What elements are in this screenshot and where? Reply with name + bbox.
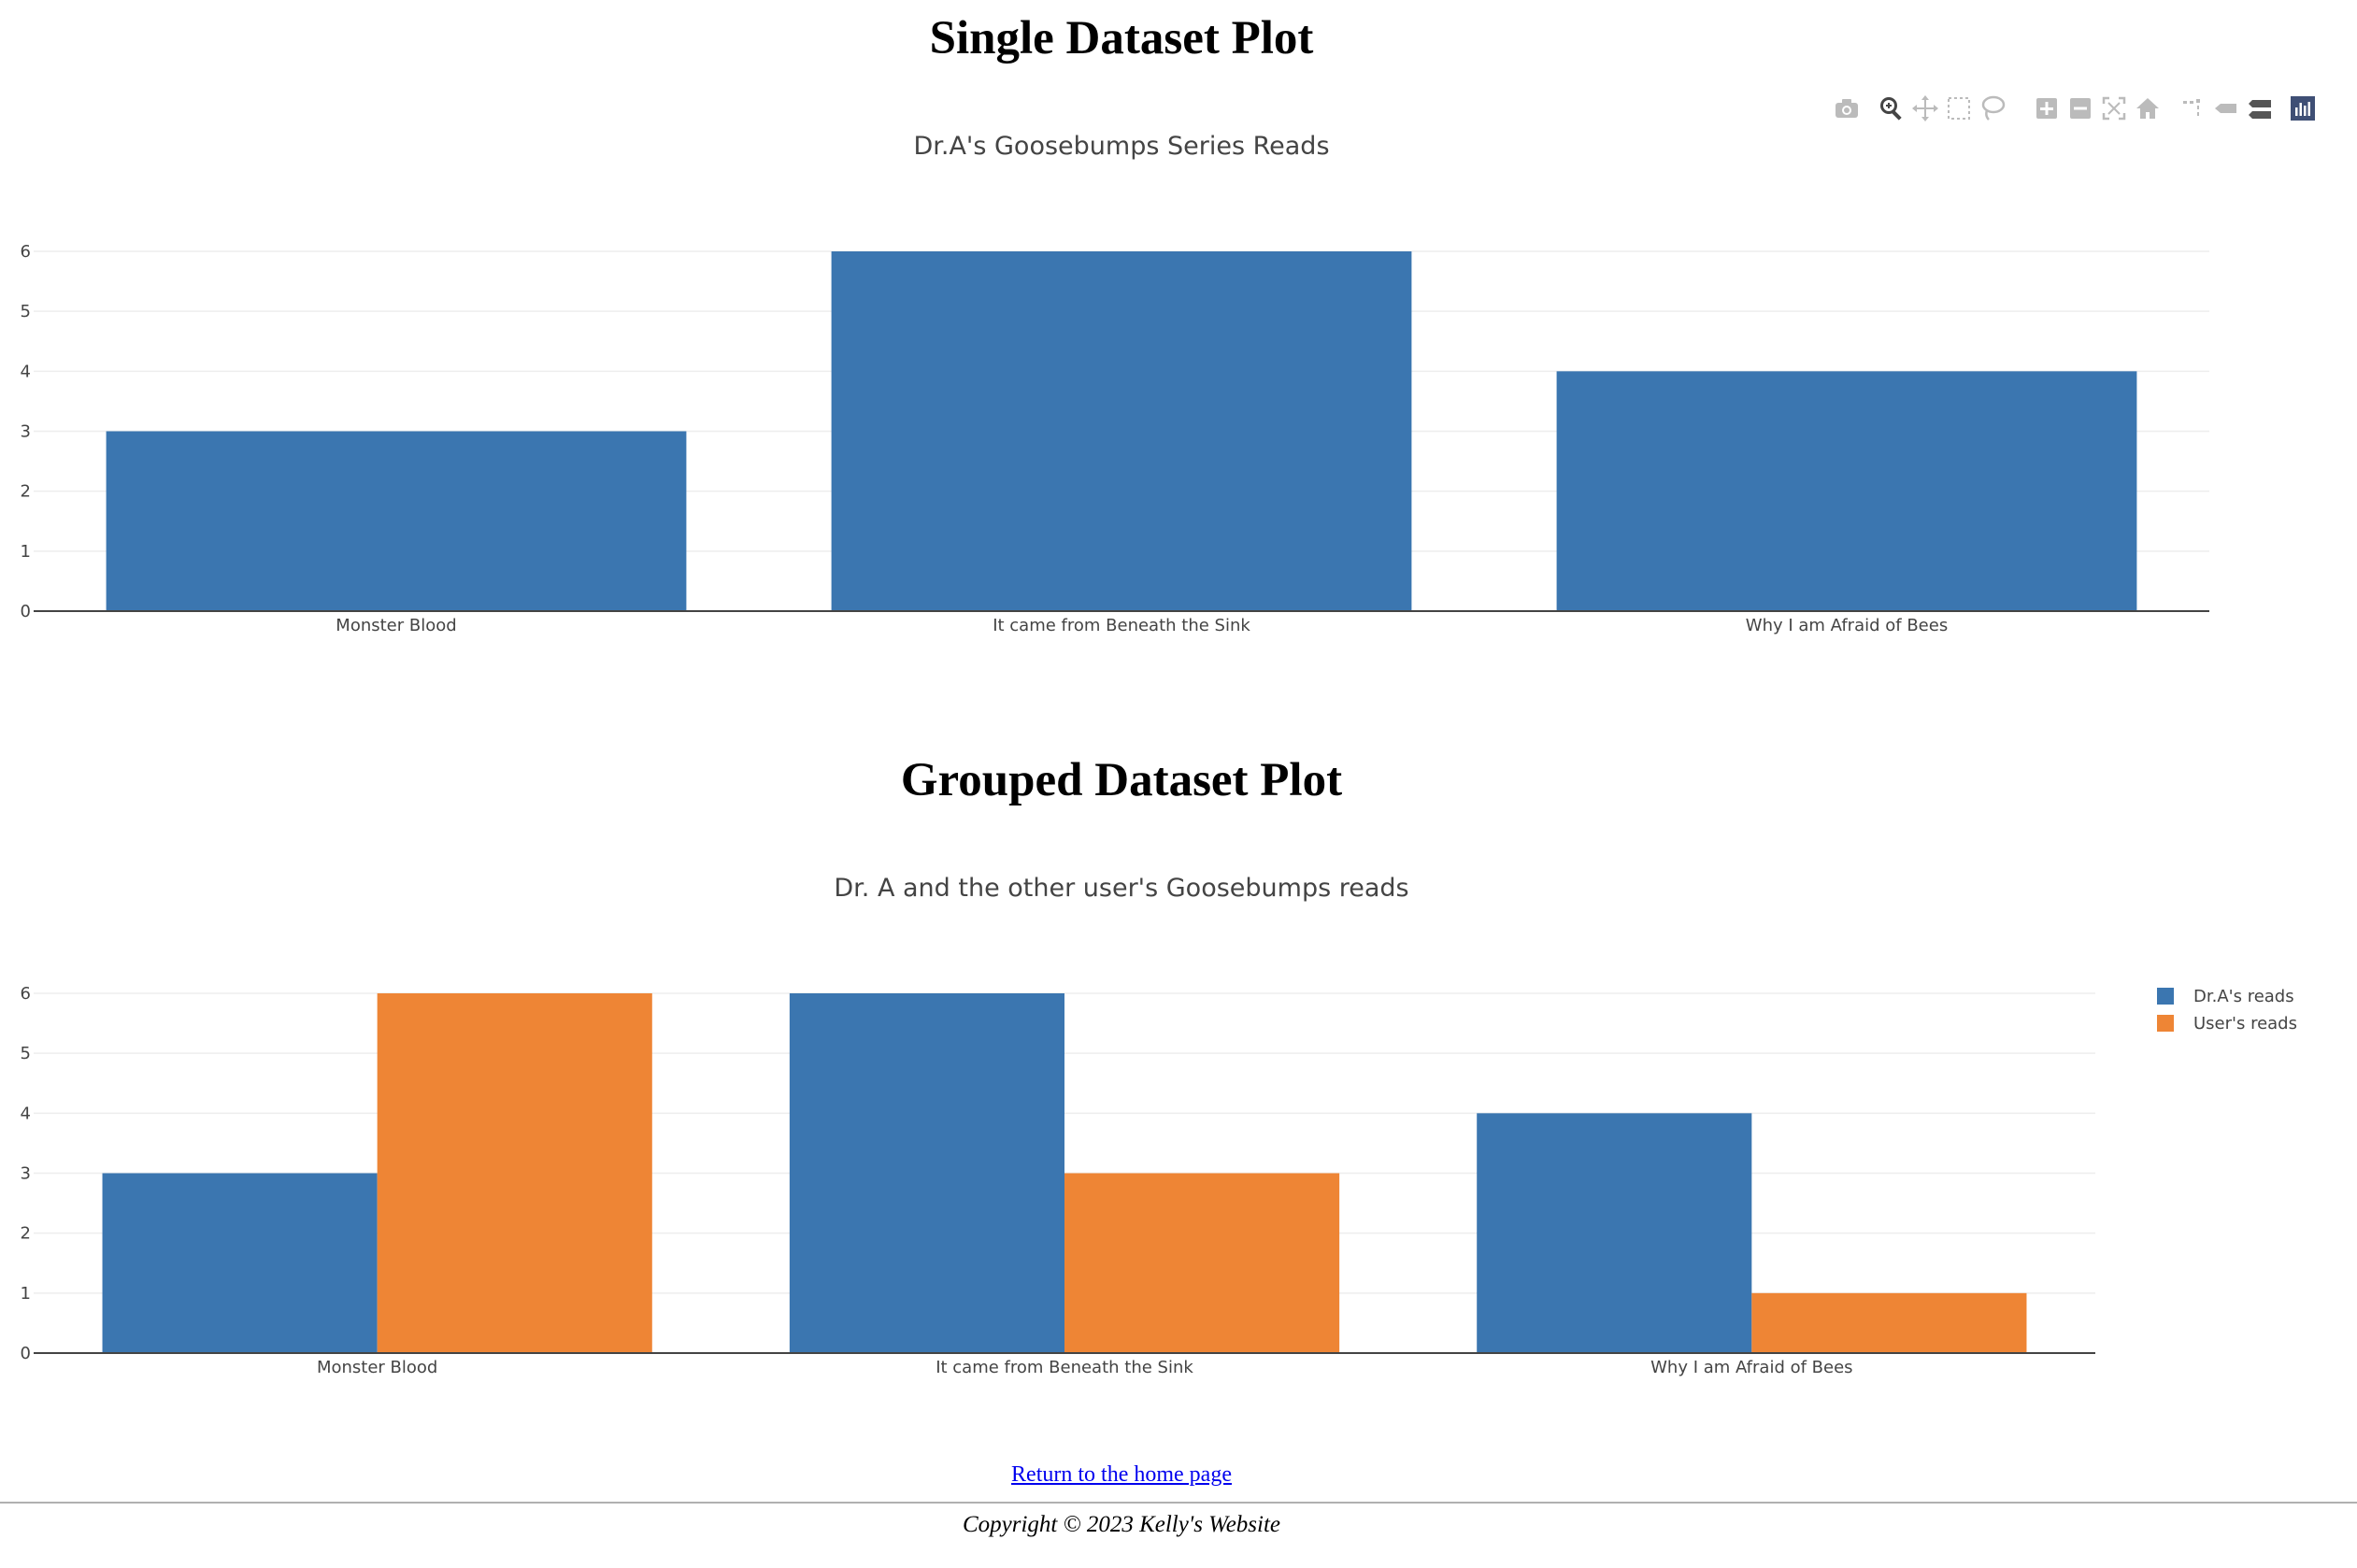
y-tick-label: 6 (21, 242, 31, 262)
footer-divider (0, 1502, 2357, 1504)
axes: 0 1 2 3 4 5 6 Monster Blood It came from Beneath… (21, 242, 2209, 635)
x-tick-label: It came from Beneath the Sink (993, 616, 1250, 635)
x-tick-label: Why I am Afraid of Bees (1746, 616, 1948, 635)
zoom-in-icon[interactable] (2032, 93, 2062, 123)
x-tick-label: Why I am Afraid of Bees (1650, 1358, 1852, 1377)
chart-title: Dr. A and the other user's Goosebumps re… (834, 874, 1408, 903)
chart-title: Dr.A's Goosebumps Series Reads (913, 132, 1329, 161)
legend[interactable]: Dr.A's reads User's reads (2157, 987, 2297, 1033)
zoom-out-icon[interactable] (2065, 93, 2095, 123)
y-tick-label: 6 (21, 984, 31, 1004)
bar[interactable] (831, 251, 1412, 611)
y-tick-label: 1 (21, 542, 31, 562)
y-tick-label: 5 (21, 302, 31, 321)
y-tick-label: 0 (21, 602, 31, 621)
spike-lines-icon[interactable] (2178, 93, 2207, 123)
copyright-text: Copyright © 2023 Kelly's Website (962, 1512, 1281, 1537)
grouped-dataset-chart: Dr. A and the other user's Goosebumps re… (21, 874, 2297, 1377)
y-tick-label: 2 (21, 482, 31, 502)
x-tick-label: Monster Blood (336, 616, 456, 635)
single-plot-heading: Single Dataset Plot (929, 12, 1314, 64)
y-tick-label: 5 (21, 1044, 31, 1063)
box-select-icon[interactable] (1944, 93, 1974, 123)
reset-axes-icon[interactable] (2133, 93, 2163, 123)
x-tick-label: It came from Beneath the Sink (936, 1358, 1193, 1377)
axes: 0 1 2 3 4 5 6 Monster Blood It came from Beneath… (21, 984, 2095, 1377)
home-link-container: Return to the home page (0, 1462, 2243, 1488)
lasso-select-icon[interactable] (1978, 93, 2007, 123)
y-tick-label: 3 (21, 1164, 31, 1184)
single-dataset-chart: Dr.A's Goosebumps Series Reads 0 1 2 3 4 5 6 Mo… (21, 132, 2209, 635)
y-tick-label: 1 (21, 1284, 31, 1304)
bars (102, 993, 2027, 1354)
legend-swatch[interactable] (2157, 988, 2174, 1005)
y-tick-label: 4 (21, 1104, 31, 1123)
plotly-logo-icon[interactable] (2288, 93, 2318, 123)
pan-icon[interactable] (1910, 93, 1940, 123)
x-tick-label: Monster Blood (317, 1358, 437, 1377)
bar[interactable] (106, 431, 687, 612)
autoscale-icon[interactable] (2099, 93, 2129, 123)
bar[interactable] (377, 993, 652, 1353)
legend-swatch[interactable] (2157, 1015, 2174, 1032)
y-tick-label: 3 (21, 422, 31, 442)
y-tick-label: 4 (21, 362, 31, 381)
bar[interactable] (1556, 371, 2137, 611)
y-tick-label: 0 (21, 1344, 31, 1363)
hover-closest-icon[interactable] (2211, 93, 2241, 123)
zoom-icon[interactable] (1877, 93, 1907, 123)
camera-icon[interactable] (1832, 93, 1862, 123)
bar[interactable] (1477, 1113, 1752, 1353)
hover-compare-icon[interactable] (2245, 93, 2275, 123)
bars (106, 251, 2137, 612)
y-tick-label: 2 (21, 1224, 31, 1244)
legend-label[interactable]: User's reads (2193, 1014, 2297, 1033)
bar[interactable] (1751, 1292, 2027, 1353)
bar[interactable] (1064, 1173, 1340, 1354)
return-home-link[interactable]: Return to the home page (1011, 1462, 1232, 1487)
grouped-plot-heading: Grouped Dataset Plot (900, 754, 1343, 806)
legend-label[interactable]: Dr.A's reads (2193, 987, 2294, 1006)
bar[interactable] (102, 1173, 378, 1354)
bar[interactable] (789, 993, 1064, 1353)
